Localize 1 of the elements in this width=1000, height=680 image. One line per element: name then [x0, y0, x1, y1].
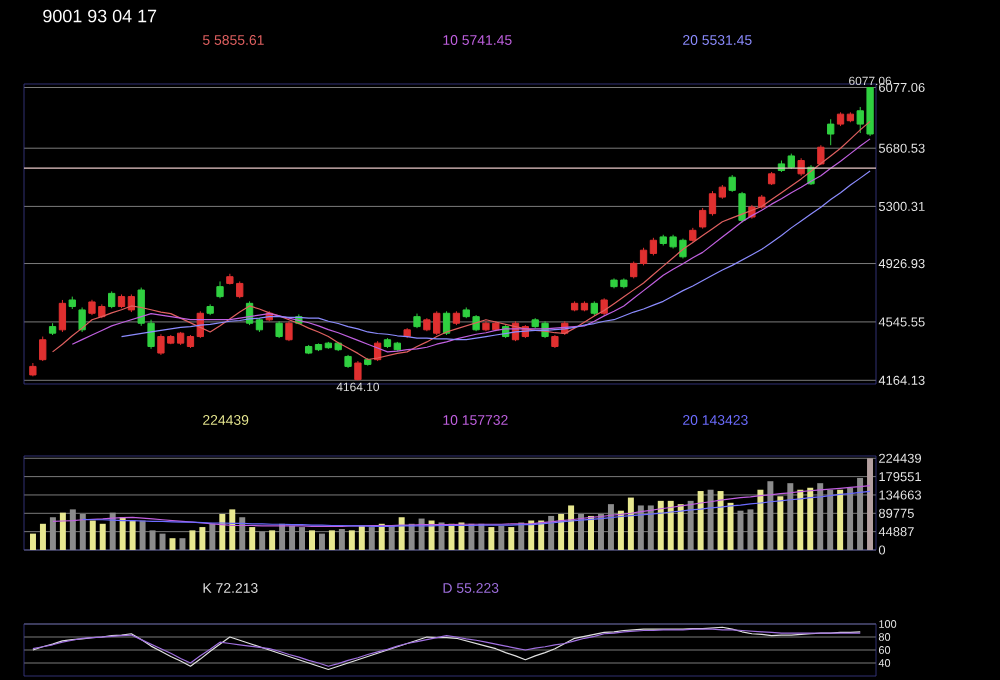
chart-title: 9001 93 04 17: [43, 9, 157, 23]
